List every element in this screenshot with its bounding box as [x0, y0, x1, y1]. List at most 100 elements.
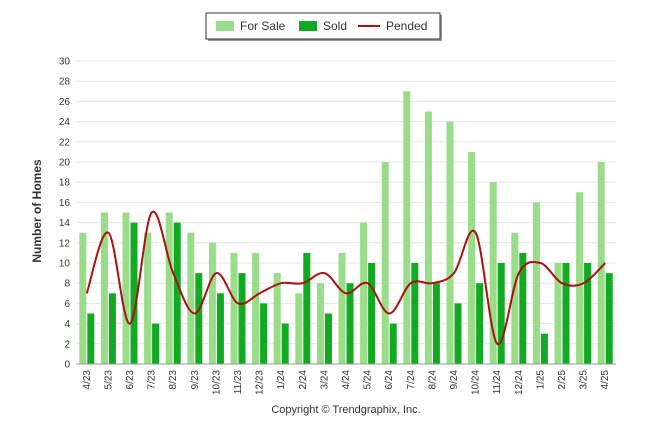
sold-bar: [584, 263, 592, 364]
sold-bar: [152, 323, 160, 364]
for-sale-bar: [252, 252, 260, 364]
x-tick-label: 10/23: [211, 370, 222, 395]
y-tick-label: 28: [59, 77, 71, 88]
x-tick-label: 11/23: [233, 370, 244, 395]
y-tick-label: 24: [59, 117, 71, 128]
sold-bar: [108, 293, 116, 364]
x-tick-label: 5/24: [363, 370, 374, 390]
for-sale-bar: [597, 162, 605, 364]
x-tick-label: 4/24: [341, 370, 352, 390]
x-tick-label: 9/24: [449, 370, 460, 390]
sold-bar: [432, 283, 440, 364]
sold-bar: [303, 252, 311, 364]
copyright-footer: Copyright © Trendgraphix, Inc.: [271, 404, 420, 416]
sold-bar: [368, 263, 376, 364]
for-sale-bar: [230, 252, 238, 364]
y-tick-label: 16: [59, 198, 71, 209]
x-tick-label: 3/24: [319, 370, 330, 390]
x-tick-label: 3/25: [579, 370, 590, 390]
x-tick-label: 11/24: [492, 370, 503, 395]
y-tick-label: 2: [64, 339, 70, 350]
x-tick-label: 2/24: [298, 370, 309, 390]
sold-bar: [562, 263, 570, 364]
for-sale-bar: [144, 232, 152, 364]
bars: [79, 91, 613, 365]
sold-bar: [605, 273, 613, 364]
sold-bar: [87, 313, 95, 364]
sold-bar: [454, 303, 462, 364]
sold-bar: [260, 303, 268, 364]
for-sale-bar: [122, 212, 130, 364]
for-sale-bar: [511, 232, 519, 364]
sold-bar: [519, 252, 527, 364]
x-tick-label: 8/23: [168, 370, 179, 390]
for-sale-bar: [576, 192, 584, 364]
x-tick-label: 5/23: [103, 370, 114, 390]
legend-item-for-sale-label: For Sale: [240, 19, 286, 33]
for-sale-bar: [468, 151, 476, 364]
x-tick-label: 8/24: [427, 370, 438, 390]
for-sale-bar: [208, 242, 216, 364]
x-tick-label: 12/24: [514, 370, 525, 395]
legend-item-pended-label: Pended: [386, 19, 427, 33]
for-sale-bar: [446, 121, 454, 364]
x-tick-label: 10/24: [471, 370, 482, 395]
y-tick-label: 6: [64, 299, 70, 310]
y-tick-label: 12: [59, 238, 71, 249]
legend: For Sale Sold Pended: [205, 12, 442, 41]
sold-bar: [195, 273, 203, 364]
sold-bar: [540, 333, 548, 364]
x-tick-label: 7/24: [406, 370, 417, 390]
legend-item-sold-swatch: [299, 21, 317, 31]
sold-bar: [324, 313, 332, 364]
y-tick-label: 0: [64, 360, 70, 371]
for-sale-bar: [554, 263, 562, 364]
x-tick-label: 6/24: [384, 370, 395, 390]
sold-bar: [411, 263, 419, 364]
y-tick-label: 26: [59, 97, 71, 108]
for-sale-bar: [165, 212, 173, 364]
y-tick-label: 4: [64, 319, 70, 330]
x-tick-label: 4/25: [600, 370, 611, 390]
for-sale-bar: [360, 222, 368, 364]
for-sale-bar: [338, 252, 346, 364]
x-tick-label: 2/25: [557, 370, 568, 390]
legend-item-sold-label: Sold: [323, 19, 347, 33]
y-tick-label: 30: [59, 57, 71, 68]
for-sale-bar: [403, 91, 411, 365]
for-sale-bar: [295, 293, 303, 364]
sold-bar: [238, 273, 246, 364]
for-sale-bar: [489, 182, 497, 364]
sold-bar: [173, 222, 181, 364]
y-tick-label: 18: [59, 178, 71, 189]
for-sale-bar: [79, 232, 87, 364]
x-tick-label: 6/23: [125, 370, 136, 390]
legend-box: [205, 12, 441, 40]
for-sale-bar: [532, 202, 540, 364]
y-axis-title: Number of Homes: [30, 159, 44, 263]
x-tick-label: 1/25: [535, 370, 546, 390]
sold-bar: [389, 323, 397, 364]
x-tick-label: 1/24: [276, 370, 287, 390]
y-tick-label: 10: [59, 259, 71, 270]
x-tick-label: 9/23: [190, 370, 201, 390]
for-sale-bar: [424, 111, 432, 364]
pended-line-layer: [85, 210, 606, 345]
for-sale-bar: [381, 162, 389, 364]
sold-bar: [476, 283, 484, 364]
sold-bar: [497, 263, 505, 364]
y-tick-label: 8: [64, 279, 70, 290]
sold-bar: [216, 293, 224, 364]
y-tick-label: 20: [59, 158, 71, 169]
legend-item-for-sale-swatch: [216, 21, 234, 31]
y-tick-label: 14: [59, 218, 71, 229]
for-sale-bar: [187, 232, 195, 364]
for-sale-bar: [316, 283, 324, 364]
x-tick-label: 12/23: [255, 370, 266, 395]
sold-bar: [130, 222, 138, 364]
y-tick-label: 22: [59, 137, 71, 148]
